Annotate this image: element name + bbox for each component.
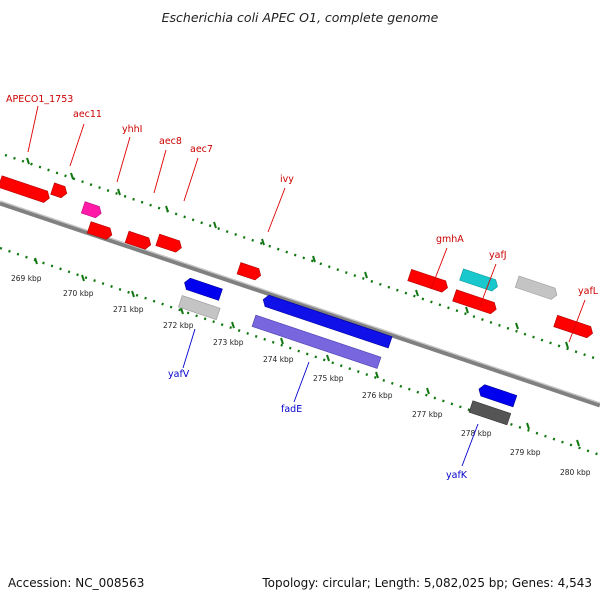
tick-label: 273 kbp	[213, 338, 244, 347]
gene-arrow[interactable]	[553, 314, 595, 339]
reverse-tick-track	[0, 246, 600, 457]
gene-arrow[interactable]	[477, 383, 518, 408]
tick-label: 276 kbp	[362, 391, 393, 400]
gene-label-reverse: fadE	[281, 404, 302, 415]
tick-label: 269 kbp	[11, 274, 42, 283]
gene-arrow[interactable]	[514, 275, 559, 301]
gene-arrow[interactable]	[178, 295, 221, 321]
gene-arrow[interactable]	[236, 262, 263, 282]
gene-label-forward: gmhA	[436, 234, 464, 245]
gene-arrow[interactable]	[50, 182, 69, 199]
gene-label-reverse: yafK	[446, 470, 468, 481]
map-title: Escherichia coli APEC O1, complete genom…	[161, 10, 439, 25]
gene-label-forward: ivy	[280, 174, 294, 185]
gene-arrow[interactable]	[183, 277, 223, 301]
gene-arrow[interactable]	[155, 233, 184, 253]
tick-label: 278 kbp	[461, 429, 492, 438]
gene-arrow[interactable]	[407, 268, 450, 293]
gene-arrow[interactable]	[261, 294, 393, 349]
gene-label-forward: aec11	[73, 109, 102, 120]
gene-arrow[interactable]	[468, 400, 512, 426]
forward-major-ticks	[26, 157, 569, 349]
genome-summary-text: Topology: circular; Length: 5,082,025 bp…	[262, 576, 592, 590]
tick-label: 275 kbp	[313, 374, 344, 383]
gene-label-reverse: yafV	[168, 369, 190, 380]
gene-label-forward: yafJ	[489, 250, 507, 261]
accession-text: Accession: NC_008563	[8, 576, 145, 590]
gene-arrow[interactable]	[80, 201, 103, 219]
gene-arrow[interactable]	[124, 230, 153, 250]
gene-label-forward: yhhI	[122, 124, 142, 135]
tick-label: 270 kbp	[63, 289, 94, 298]
gene-arrow[interactable]	[251, 314, 382, 369]
tick-label: 272 kbp	[163, 321, 194, 330]
tick-label: 279 kbp	[510, 448, 541, 457]
tick-label: 274 kbp	[263, 355, 294, 364]
gene-arrow[interactable]	[459, 268, 500, 292]
forward-tick-track	[4, 153, 600, 362]
tick-label: 280 kbp	[560, 468, 591, 477]
gene-arrow[interactable]	[0, 175, 51, 204]
gene-arrow[interactable]	[452, 289, 499, 315]
gene-label-forward: aec7	[190, 144, 213, 155]
gene-arrow[interactable]	[86, 221, 114, 241]
tick-label: 271 kbp	[113, 305, 144, 314]
gene-label-forward: APECO1_1753	[6, 94, 73, 105]
gene-label-forward: yafL	[578, 286, 599, 297]
tick-label: 277 kbp	[412, 410, 443, 419]
gene-label-forward: aec8	[159, 136, 182, 147]
